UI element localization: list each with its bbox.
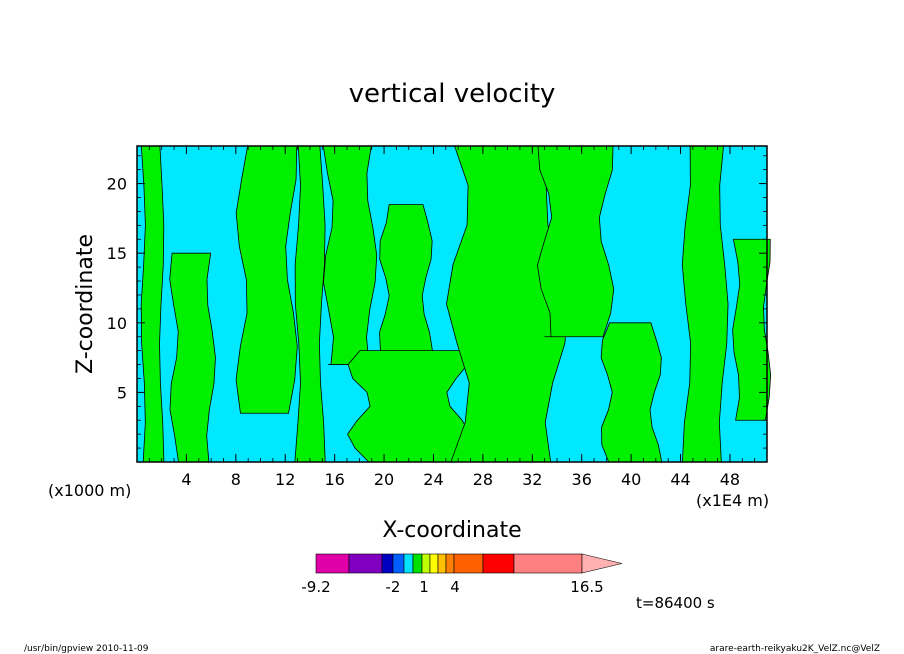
velocity-region-11 bbox=[732, 238, 772, 421]
colorbar-segment bbox=[392, 553, 405, 574]
velocity-region-6 bbox=[379, 204, 433, 352]
colorbar-segment bbox=[381, 553, 394, 574]
x-tick-label: 24 bbox=[423, 470, 443, 489]
positive-velocity-regions bbox=[140, 145, 772, 463]
colorbar-segment bbox=[482, 553, 515, 574]
x-tick-label: 32 bbox=[522, 470, 542, 489]
colorbar-label: 1 bbox=[419, 578, 429, 596]
x-tick-label: 8 bbox=[231, 470, 241, 489]
x-unit-left: (x1000 m) bbox=[48, 481, 131, 500]
velocity-region-1 bbox=[169, 252, 216, 463]
colorbar-segment bbox=[315, 553, 350, 574]
x-tick-label: 36 bbox=[572, 470, 592, 489]
colorbar-segment bbox=[412, 553, 423, 574]
x-tick-label: 28 bbox=[473, 470, 493, 489]
colorbar-segment bbox=[437, 553, 447, 574]
colorbar bbox=[315, 553, 623, 574]
y-tick-label: 15 bbox=[107, 244, 127, 263]
footer-left: /usr/bin/gpview 2010-11-09 bbox=[24, 644, 149, 654]
y-tick-label: 20 bbox=[107, 175, 127, 194]
colorbar-segment bbox=[421, 553, 431, 574]
colorbar-segment bbox=[429, 553, 439, 574]
plot-frame bbox=[136, 145, 768, 463]
x-tick-label: 40 bbox=[621, 470, 641, 489]
x-tick-label: 4 bbox=[181, 470, 191, 489]
colorbar-label: -2 bbox=[386, 578, 401, 596]
x-tick-label: 44 bbox=[670, 470, 690, 489]
x-axis-label: X-coordinate bbox=[382, 518, 521, 543]
x-tick-label: 48 bbox=[720, 470, 740, 489]
y-axis: 5 10 15 20 bbox=[107, 155, 767, 449]
colorbar-segment bbox=[348, 553, 383, 574]
x-tick-label: 20 bbox=[374, 470, 394, 489]
y-tick-label: 10 bbox=[107, 314, 127, 333]
colorbar-extend-arrow bbox=[581, 553, 623, 574]
plot-area bbox=[136, 145, 772, 463]
x-tick-label: 16 bbox=[324, 470, 344, 489]
time-label: t=86400 s bbox=[636, 594, 715, 612]
y-tick-label: 5 bbox=[117, 383, 127, 402]
colorbar-label: 4 bbox=[450, 578, 460, 596]
colorbar-segment bbox=[445, 553, 455, 574]
y-axis-label: Z-coordinate bbox=[73, 234, 98, 374]
colorbar-labels: -9.2 -2 1 4 16.5 bbox=[301, 578, 603, 596]
chart-title: vertical velocity bbox=[349, 79, 556, 109]
velocity-region-9 bbox=[600, 322, 663, 463]
colorbar-segment bbox=[403, 553, 414, 574]
footer-right: arare-earth-reikyaku2K_VelZ.nc@VelZ bbox=[710, 644, 880, 654]
colorbar-label: -9.2 bbox=[301, 578, 330, 596]
x-axis: 4 8 12 16 20 24 28 32 36 40 44 48 bbox=[148, 146, 756, 489]
x-tick-label: 12 bbox=[275, 470, 295, 489]
colorbar-label: 16.5 bbox=[570, 578, 603, 596]
colorbar-segment bbox=[513, 553, 583, 574]
x-unit-right: (x1E4 m) bbox=[696, 491, 769, 510]
colorbar-segment bbox=[453, 553, 484, 574]
